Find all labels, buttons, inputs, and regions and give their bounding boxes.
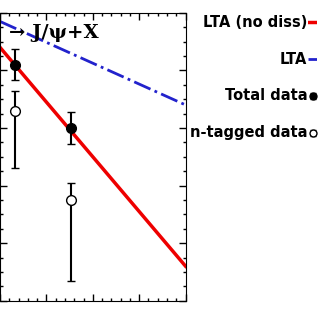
Text: LTA: LTA [280, 52, 307, 67]
Text: → J/ψ+X: → J/ψ+X [9, 24, 99, 42]
Text: LTA (no diss): LTA (no diss) [203, 15, 307, 30]
Text: Total data: Total data [225, 89, 307, 103]
Text: n-tagged data: n-tagged data [190, 125, 307, 140]
